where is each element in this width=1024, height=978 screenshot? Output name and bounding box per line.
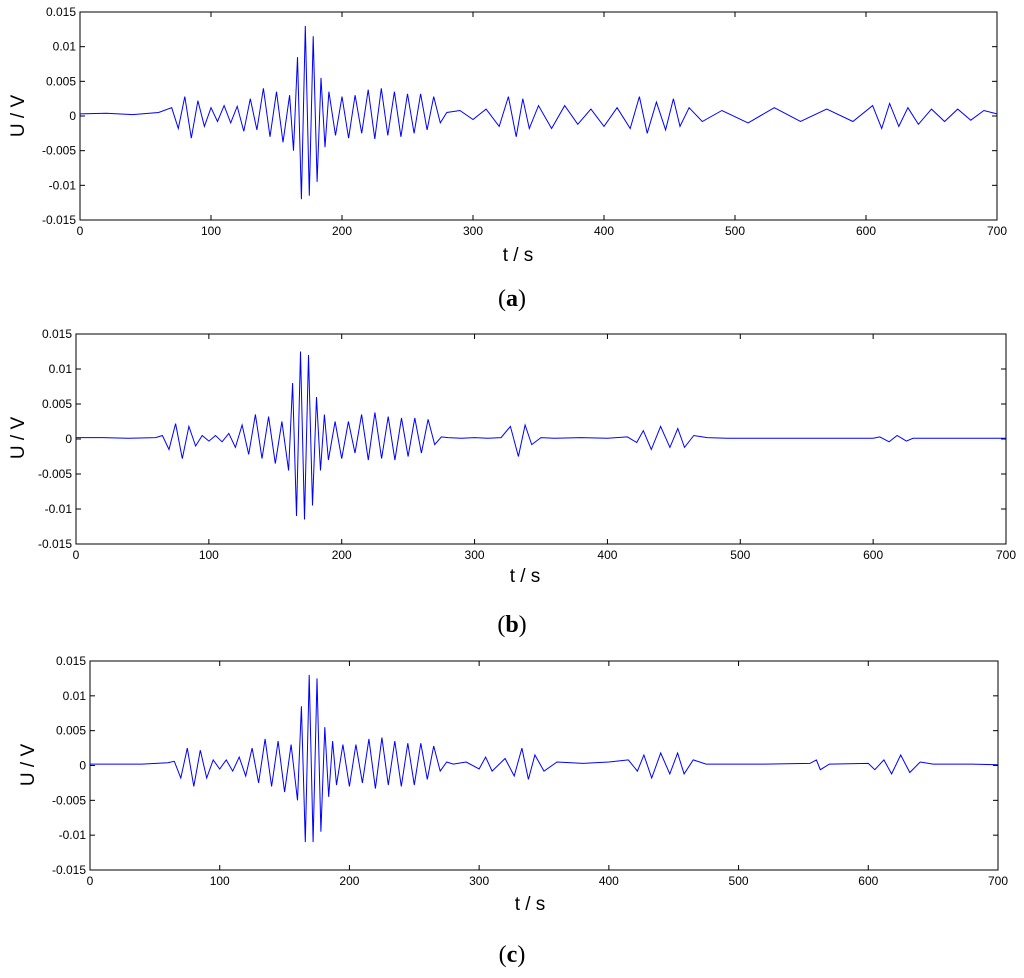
x-ticks: 0 100 200 300 400 500 600 700 (77, 12, 1007, 238)
y-tick-label: 0 (69, 109, 76, 123)
x-ticks: 0 100 200 300 400 500 600 700 (87, 661, 1008, 888)
y-tick-label: 0.005 (42, 397, 72, 411)
x-tick-label: 0 (87, 874, 94, 888)
x-tick-label: 400 (594, 224, 614, 238)
y-tick-label: 0.015 (42, 327, 72, 341)
caption-letter: a (506, 286, 518, 312)
y-ticks: 0.015 0.01 0.005 0 -0.005 -0.01 -0.015 (38, 327, 1006, 551)
x-tick-label: 0 (73, 548, 80, 562)
x-axis-label: t / s (510, 566, 541, 587)
panel-a: 0.015 0.01 0.005 0 -0.005 -0.01 -0.015 0 100 200… (8, 5, 1007, 312)
x-axis-label: t / s (515, 894, 546, 915)
panel-caption: (c) (499, 942, 526, 968)
y-tick-label: -0.01 (59, 828, 87, 842)
x-tick-label: 200 (339, 874, 359, 888)
y-axis-label: U / V (8, 95, 29, 138)
y-tick-label: 0.005 (46, 74, 76, 88)
y-tick-label: -0.005 (38, 467, 72, 481)
y-axis-label: U / V (8, 417, 29, 460)
x-tick-label: 700 (988, 874, 1008, 888)
x-tick-label: 700 (987, 224, 1007, 238)
y-tick-label: 0.01 (63, 689, 87, 703)
y-tick-label: 0.015 (46, 5, 76, 19)
y-tick-label: 0 (79, 759, 86, 773)
y-tick-label: 0 (65, 432, 72, 446)
y-tick-label: 0.015 (56, 654, 86, 668)
x-axis-label: t / s (503, 245, 534, 266)
x-tick-label: 100 (210, 874, 230, 888)
x-tick-label: 600 (858, 874, 878, 888)
y-tick-label: -0.015 (42, 213, 76, 227)
x-tick-label: 100 (199, 548, 219, 562)
x-tick-label: 600 (863, 548, 883, 562)
x-tick-label: 700 (996, 548, 1016, 562)
y-tick-label: -0.01 (49, 178, 77, 192)
x-tick-label: 500 (729, 874, 749, 888)
x-tick-label: 100 (201, 224, 221, 238)
y-ticks: 0.015 0.01 0.005 0 -0.005 -0.01 -0.015 (42, 5, 997, 227)
x-tick-label: 0 (77, 224, 84, 238)
y-tick-label: -0.005 (52, 793, 86, 807)
x-tick-label: 500 (725, 224, 745, 238)
y-tick-label: 0.01 (49, 362, 73, 376)
panel-caption: (a) (498, 286, 526, 312)
caption-letter: c (507, 942, 518, 968)
x-tick-label: 500 (730, 548, 750, 562)
x-tick-label: 300 (469, 874, 489, 888)
caption-letter: b (505, 612, 518, 638)
y-tick-label: -0.01 (45, 502, 73, 516)
x-tick-label: 200 (332, 548, 352, 562)
panel-c: 0.015 0.01 0.005 0 -0.005 -0.01 -0.015 0 100 200… (18, 654, 1008, 968)
x-ticks: 0 100 200 300 400 500 600 700 (73, 334, 1016, 562)
y-tick-label: 0.005 (56, 724, 86, 738)
signal-line (90, 674, 999, 843)
panel-b: 0.015 0.01 0.005 0 -0.005 -0.01 -0.015 0 100 200… (8, 327, 1016, 638)
panel-caption: (b) (497, 612, 526, 638)
y-axis-label: U / V (18, 744, 39, 787)
y-tick-label: 0.01 (53, 40, 77, 54)
x-tick-label: 400 (599, 874, 619, 888)
x-tick-label: 300 (463, 224, 483, 238)
y-tick-label: -0.005 (42, 144, 76, 158)
y-tick-label: -0.015 (52, 863, 86, 877)
x-tick-label: 300 (465, 548, 485, 562)
x-tick-label: 600 (856, 224, 876, 238)
signal-line (76, 351, 1006, 520)
y-ticks: 0.015 0.01 0.005 0 -0.005 -0.01 -0.015 (52, 654, 998, 877)
plot-frame (89, 660, 999, 871)
y-tick-label: -0.015 (38, 537, 72, 551)
x-tick-label: 400 (597, 548, 617, 562)
plot-frame (75, 333, 1007, 545)
x-tick-label: 200 (332, 224, 352, 238)
signal-line (79, 25, 998, 200)
